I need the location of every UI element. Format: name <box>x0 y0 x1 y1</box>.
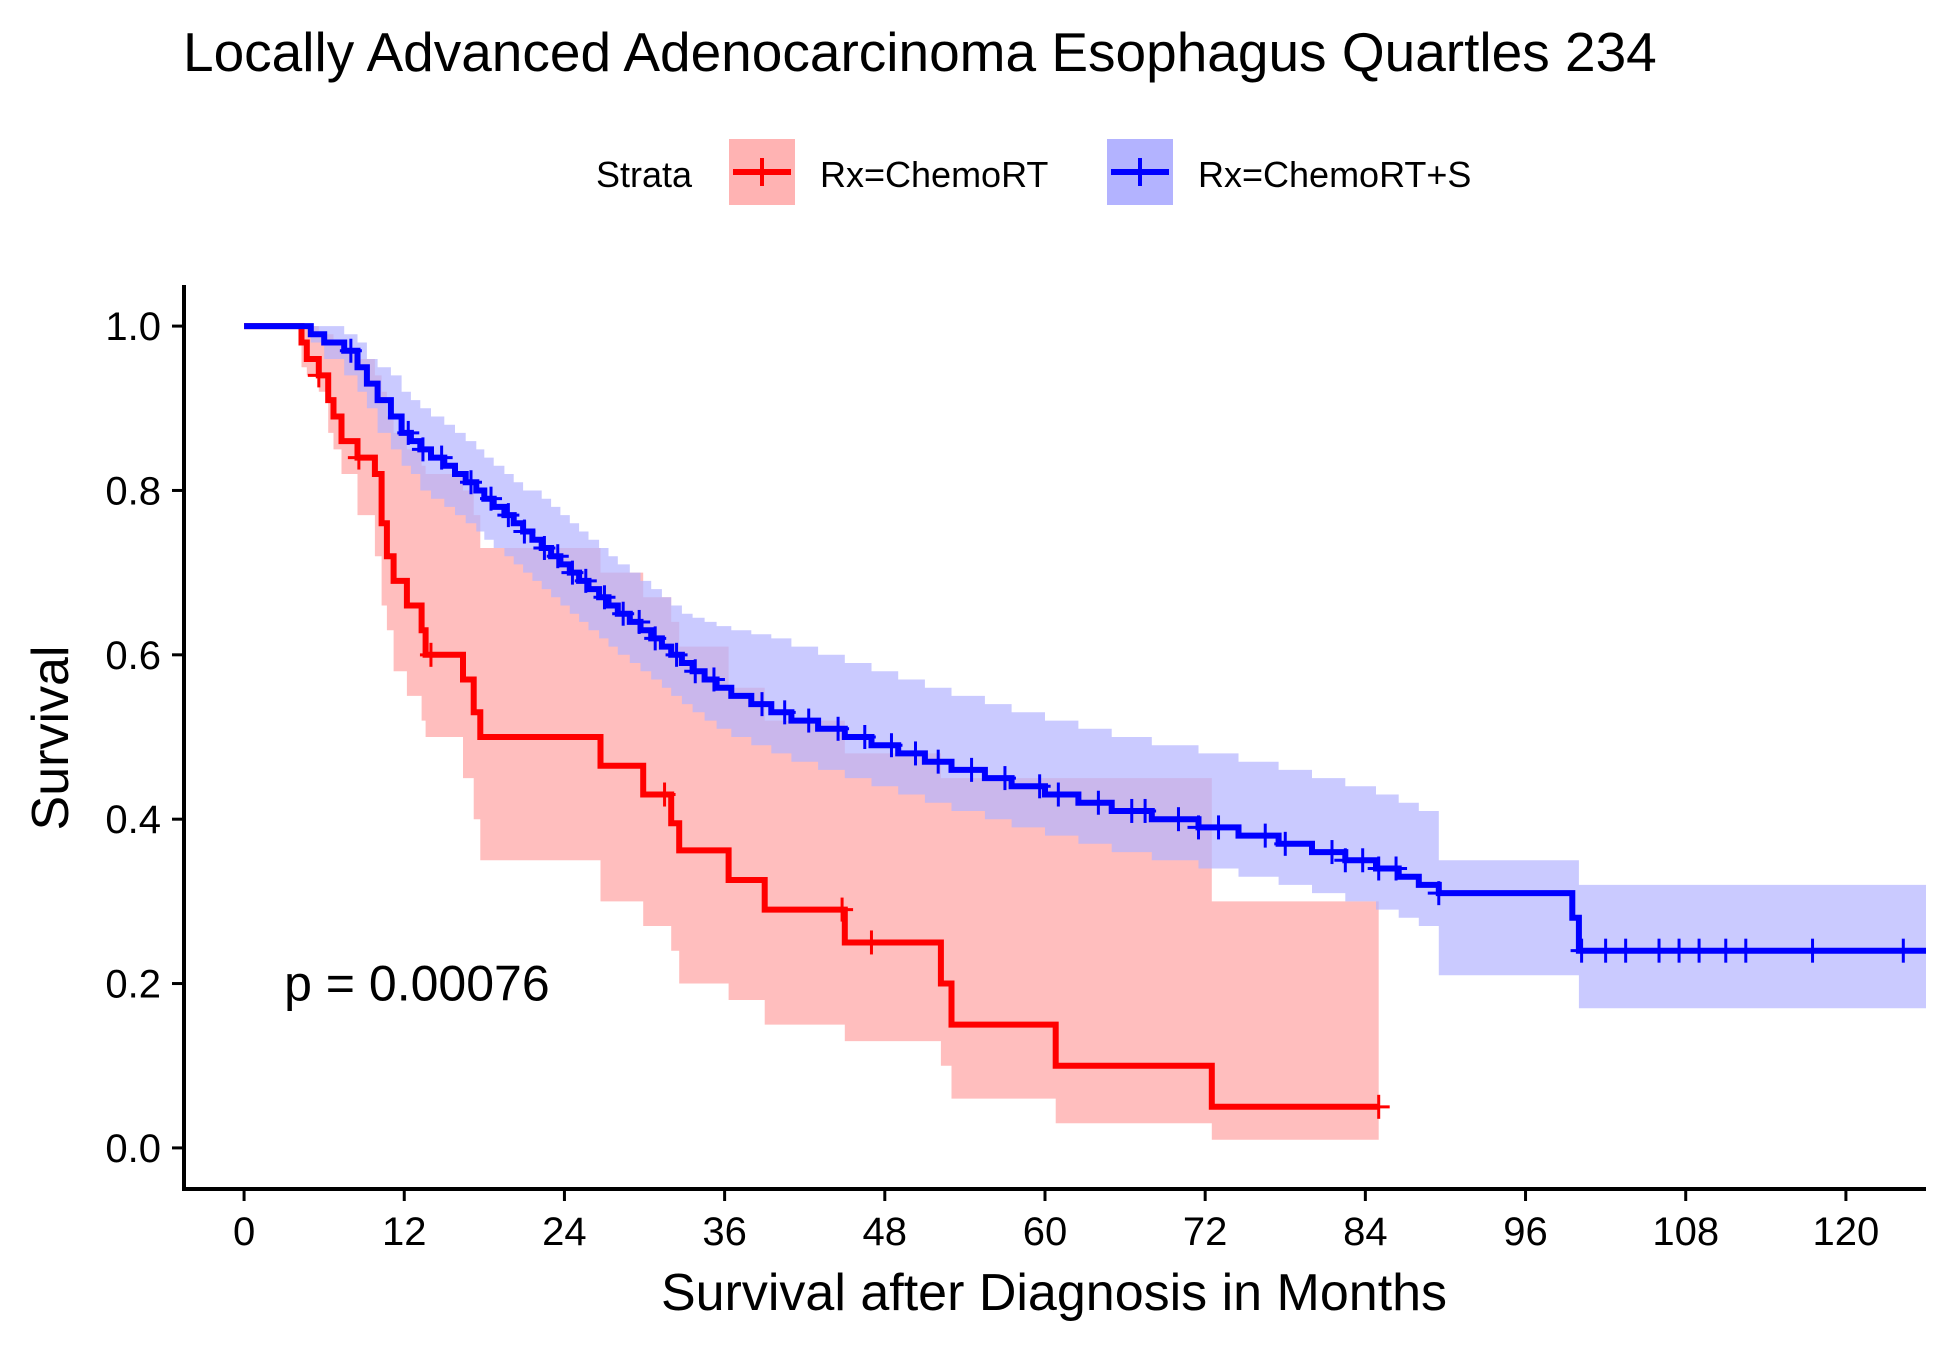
censor-mark-chemort <box>307 363 330 388</box>
x-axis-ticks: 0 12 24 36 48 60 72 84 96 108 120 <box>233 1189 1879 1254</box>
censor-mark-chemort-s <box>574 568 597 593</box>
censor-mark-chemort-s <box>797 708 820 733</box>
censor-mark-chemort-s <box>397 420 420 445</box>
censor-mark-chemort-s <box>644 626 667 651</box>
censor-mark-chemort-s <box>1187 815 1210 840</box>
censor-mark-chemort-s <box>1734 938 1757 963</box>
x-tick-label: 108 <box>1652 1210 1719 1254</box>
censor-mark-chemort-s <box>1134 798 1157 823</box>
y-tick-label: 0.6 <box>105 634 161 678</box>
censor-mark-chemort-s <box>1614 938 1637 963</box>
censor-mark-chemort-s <box>853 725 876 749</box>
censor-mark-chemort-s <box>593 585 616 610</box>
censor-marks <box>307 338 1915 1119</box>
plot-area <box>244 323 1927 1140</box>
ci-band-chemort-s <box>244 326 1927 1009</box>
y-tick-label: 0.0 <box>105 1127 161 1171</box>
x-tick-label: 12 <box>382 1210 427 1254</box>
y-tick-label: 0.4 <box>105 798 161 842</box>
censor-mark-chemort-s <box>1351 848 1374 873</box>
censor-mark-chemort <box>419 642 442 667</box>
censor-mark-chemort-s <box>665 642 688 667</box>
legend-title: Strata <box>596 154 693 195</box>
legend: Strata Rx=ChemoRT Rx=ChemoRT+S <box>596 139 1471 205</box>
p-value-annotation: p = 0.00076 <box>284 956 550 1012</box>
censor-mark-chemort-s <box>773 700 796 725</box>
censor-mark-chemort-s <box>1087 790 1110 815</box>
censor-mark-chemort-s <box>1892 938 1915 963</box>
censor-mark-chemort <box>860 930 883 955</box>
censor-mark-chemort-s <box>750 692 773 717</box>
censor-mark-chemort-s <box>459 470 482 495</box>
censor-mark-chemort-s <box>612 601 635 626</box>
censor-mark-chemort-s <box>880 733 903 758</box>
confidence-bands <box>244 326 1927 1140</box>
censor-mark-chemort-s <box>1594 938 1617 963</box>
legend-label-chemort: Rx=ChemoRT <box>820 154 1048 195</box>
censor-mark-chemort-s <box>1385 856 1408 881</box>
censor-mark-chemort-s <box>1427 881 1450 906</box>
censor-mark-chemort-s <box>1801 938 1824 963</box>
censor-mark-chemort <box>653 782 676 807</box>
censor-mark-chemort <box>347 445 370 470</box>
censor-mark-chemort-s <box>1570 938 1593 963</box>
censor-mark-chemort-s <box>1714 938 1737 963</box>
censor-mark-chemort-s <box>411 437 434 462</box>
censor-mark-chemort-s <box>497 503 520 528</box>
x-tick-label: 72 <box>1183 1210 1228 1254</box>
censor-mark-chemort-s <box>480 486 503 511</box>
censor-mark-chemort-s <box>533 535 556 560</box>
censor-mark-chemort-s <box>702 667 725 692</box>
x-tick-label: 84 <box>1343 1210 1388 1254</box>
x-axis-label: Survival after Diagnosis in Months <box>661 1264 1447 1322</box>
censor-mark-chemort <box>831 897 854 922</box>
censor-mark-chemort-s <box>1047 782 1070 807</box>
censor-mark-chemort-s <box>339 338 362 363</box>
x-tick-label: 120 <box>1813 1210 1880 1254</box>
censor-mark-chemort-s <box>1028 774 1051 799</box>
x-tick-label: 60 <box>1023 1210 1068 1254</box>
censor-mark-chemort-s <box>1648 938 1671 963</box>
x-tick-label: 48 <box>863 1210 908 1254</box>
censor-mark-chemort-s <box>1320 840 1343 865</box>
censor-mark-chemort-s <box>628 609 651 634</box>
censor-mark-chemort-s <box>993 766 1016 791</box>
censor-mark-chemort-s <box>561 560 584 585</box>
chart-title: Locally Advanced Adenocarcinoma Esophagu… <box>183 21 1657 83</box>
x-tick-label: 96 <box>1503 1210 1548 1254</box>
x-tick-label: 36 <box>702 1210 747 1254</box>
y-axis-ticks: 0.0 0.2 0.4 0.6 0.8 1.0 <box>105 305 184 1171</box>
legend-label-chemort-s: Rx=ChemoRT+S <box>1198 154 1471 195</box>
y-axis-label: Survival <box>22 646 80 831</box>
censor-mark-chemort-s <box>684 659 707 684</box>
censor-mark-chemort-s <box>827 716 850 741</box>
censor-mark-chemort-s <box>1254 823 1277 848</box>
y-tick-label: 1.0 <box>105 305 161 349</box>
censor-mark-chemort-s <box>430 445 453 470</box>
censor-mark-chemort-s <box>513 519 536 544</box>
censor-mark-chemort-s <box>1167 807 1190 832</box>
censor-mark-chemort-s <box>927 749 950 774</box>
y-tick-label: 0.8 <box>105 469 161 513</box>
censor-mark-chemort-s <box>1688 938 1711 963</box>
x-tick-label: 0 <box>233 1210 255 1254</box>
censor-mark-chemort-s <box>546 544 569 569</box>
censor-mark-chemort-s <box>904 741 927 766</box>
censor-mark-chemort-s <box>1274 831 1297 856</box>
censor-mark-chemort-s <box>1668 938 1691 963</box>
survival-curve-chemort <box>244 323 1379 1110</box>
y-tick-label: 0.2 <box>105 963 161 1007</box>
censor-mark-chemort-s <box>960 757 983 782</box>
censor-mark-chemort <box>1367 1094 1390 1119</box>
x-tick-label: 24 <box>542 1210 587 1254</box>
censor-mark-chemort-s <box>1207 815 1230 840</box>
